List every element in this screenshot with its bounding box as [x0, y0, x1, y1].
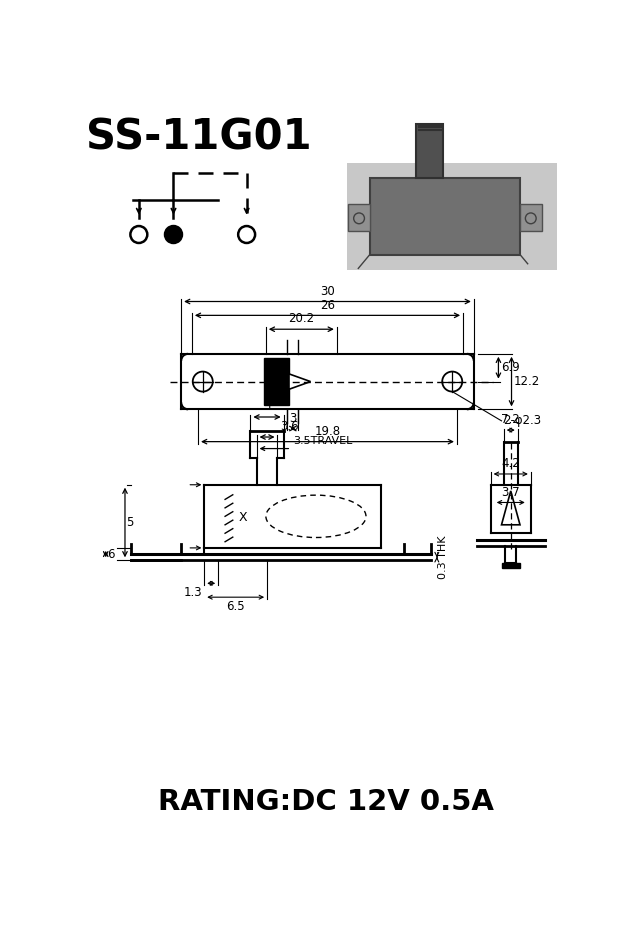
Circle shape	[165, 226, 182, 243]
Bar	[416, 123, 443, 177]
Text: 30: 30	[320, 285, 335, 298]
Bar	[347, 163, 557, 270]
Text: 20.2: 20.2	[288, 312, 314, 325]
Text: 4.2: 4.2	[501, 457, 520, 470]
Text: RATING:DC 12V 0.5A: RATING:DC 12V 0.5A	[158, 788, 494, 816]
Bar	[265, 358, 289, 405]
Text: 3.7: 3.7	[501, 486, 520, 499]
Text: 6.9: 6.9	[501, 361, 520, 375]
Polygon shape	[289, 374, 310, 389]
Text: 12.2: 12.2	[514, 375, 540, 389]
Bar	[502, 562, 520, 568]
Text: 19.8: 19.8	[314, 425, 340, 438]
Text: 3: 3	[289, 413, 296, 426]
Bar	[370, 177, 520, 255]
Text: 5: 5	[127, 516, 134, 529]
Text: 6.5: 6.5	[226, 601, 245, 614]
Text: 7.2: 7.2	[501, 413, 520, 426]
Text: 6: 6	[107, 547, 114, 560]
Text: SS-11G01: SS-11G01	[86, 117, 312, 159]
Text: 3.6: 3.6	[280, 420, 299, 433]
Text: 26: 26	[320, 299, 335, 312]
Bar	[520, 205, 541, 232]
Text: 5: 5	[263, 400, 271, 413]
Text: 1.3: 1.3	[183, 587, 202, 600]
Text: X: X	[238, 511, 247, 524]
Text: 3.5TRAVEL: 3.5TRAVEL	[293, 436, 352, 446]
Polygon shape	[502, 491, 520, 525]
Text: 2-φ2.3: 2-φ2.3	[503, 415, 541, 428]
Text: 0.3 THK: 0.3 THK	[438, 535, 448, 579]
Bar	[349, 205, 370, 232]
